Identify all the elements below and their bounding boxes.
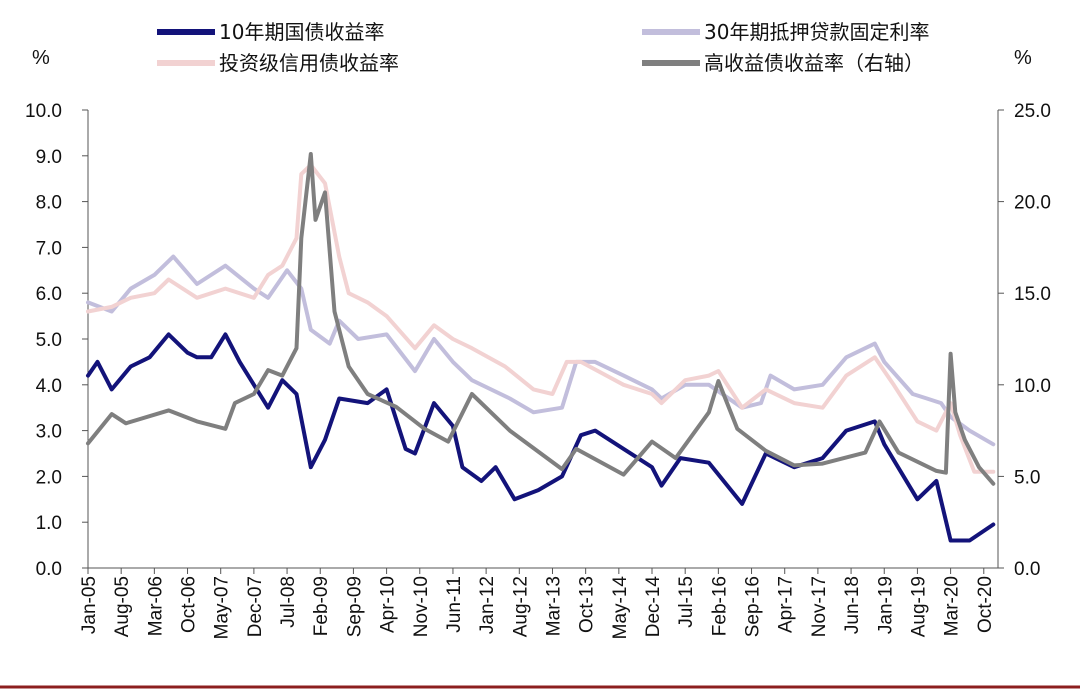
- series-line-0: [86, 254, 996, 447]
- x-tick-label: Jan-05: [79, 576, 100, 634]
- x-axis-ticks: Jan-05 Aug-05 Mar-06 Oct-06 May-07 Dec-07 Jul-…: [79, 568, 996, 639]
- x-tick-label: Sep-09: [344, 576, 365, 637]
- x-tick-label: May-14: [610, 576, 631, 640]
- x-tick-label: Feb-09: [311, 576, 332, 636]
- left-tick-label: 6.0: [36, 284, 62, 305]
- x-tick-label: Jul-15: [676, 576, 697, 628]
- series-line-3: [86, 152, 996, 486]
- left-axis-unit: %: [32, 47, 50, 69]
- x-tick-label: Apr-17: [776, 576, 797, 633]
- x-axis: Jan-05 Aug-05 Mar-06 Oct-06 May-07 Dec-07 Jul-…: [79, 567, 998, 639]
- x-tick-label: Sep-16: [743, 576, 764, 637]
- right-axis-ticks: 0.0 5.0 10.0 15.0 20.0 25.0: [998, 101, 1051, 580]
- right-tick-label: 25.0: [1014, 101, 1051, 122]
- right-tick-label: 5.0: [1014, 467, 1040, 488]
- x-tick-label: Mar-06: [145, 576, 166, 636]
- x-tick-label: Apr-10: [378, 576, 399, 633]
- legend-label-mortgage: 30年期抵押贷款固定利率: [704, 20, 929, 44]
- series-line-1: [86, 163, 996, 474]
- legend: 10年期国债收益率 投资级信用债收益率 30年期抵押贷款固定利率 高收益债收益率…: [157, 20, 929, 75]
- right-tick-label: 20.0: [1014, 193, 1051, 214]
- x-tick-label: Mar-13: [543, 576, 564, 636]
- x-tick-label: Jun-18: [842, 576, 863, 634]
- left-tick-label: 7.0: [36, 238, 62, 259]
- x-tick-label: Nov-10: [411, 576, 432, 637]
- right-tick-label: 15.0: [1014, 284, 1051, 305]
- x-tick-label: Oct-06: [179, 576, 200, 633]
- series-line-2: [86, 332, 996, 543]
- x-tick-label: Oct-13: [577, 576, 598, 633]
- x-tick-label: Oct-20: [975, 576, 996, 633]
- x-tick-label: Aug-19: [908, 576, 929, 637]
- x-tick-label: Jun-11: [444, 576, 465, 633]
- left-tick-label: 10.0: [25, 101, 62, 122]
- legend-label-treasury: 10年期国债收益率: [219, 20, 384, 44]
- x-tick-label: Jan-12: [477, 576, 498, 634]
- x-tick-label: Aug-12: [510, 576, 531, 637]
- x-tick-label: Nov-17: [809, 576, 830, 637]
- left-tick-label: 4.0: [36, 376, 62, 397]
- left-tick-label: 0.0: [36, 559, 62, 580]
- left-tick-label: 2.0: [36, 467, 62, 488]
- x-tick-label: Dec-14: [643, 576, 664, 638]
- right-tick-label: 10.0: [1014, 376, 1051, 397]
- x-tick-label: Feb-16: [709, 576, 730, 636]
- right-tick-label: 0.0: [1014, 559, 1040, 580]
- left-tick-label: 3.0: [36, 422, 62, 443]
- x-tick-label: Dec-07: [245, 576, 266, 637]
- left-tick-label: 5.0: [36, 330, 62, 351]
- legend-label-ig-credit: 投资级信用债收益率: [219, 51, 399, 75]
- x-tick-label: May-07: [212, 576, 233, 639]
- left-tick-label: 9.0: [36, 147, 62, 168]
- x-tick-label: Jan-19: [875, 576, 896, 634]
- legend-label-high-yield: 高收益债收益率（右轴）: [704, 51, 924, 75]
- series-layer: [86, 152, 996, 543]
- right-axis: 0.0 5.0 10.0 15.0 20.0 25.0: [997, 101, 1051, 580]
- left-axis: 0.0 1.0 2.0 3.0 4.0 5.0 6.0 7.0 8.0 9.0 10.0: [25, 101, 89, 580]
- right-axis-unit: %: [1014, 47, 1032, 69]
- x-tick-label: Jul-08: [278, 576, 299, 628]
- left-axis-ticks: 0.0 1.0 2.0 3.0 4.0 5.0 6.0 7.0 8.0 9.0 10.0: [25, 101, 88, 580]
- left-tick-label: 8.0: [36, 193, 62, 214]
- x-tick-label: Aug-05: [112, 576, 133, 637]
- x-tick-label: Mar-20: [942, 576, 963, 636]
- left-tick-label: 1.0: [36, 513, 62, 534]
